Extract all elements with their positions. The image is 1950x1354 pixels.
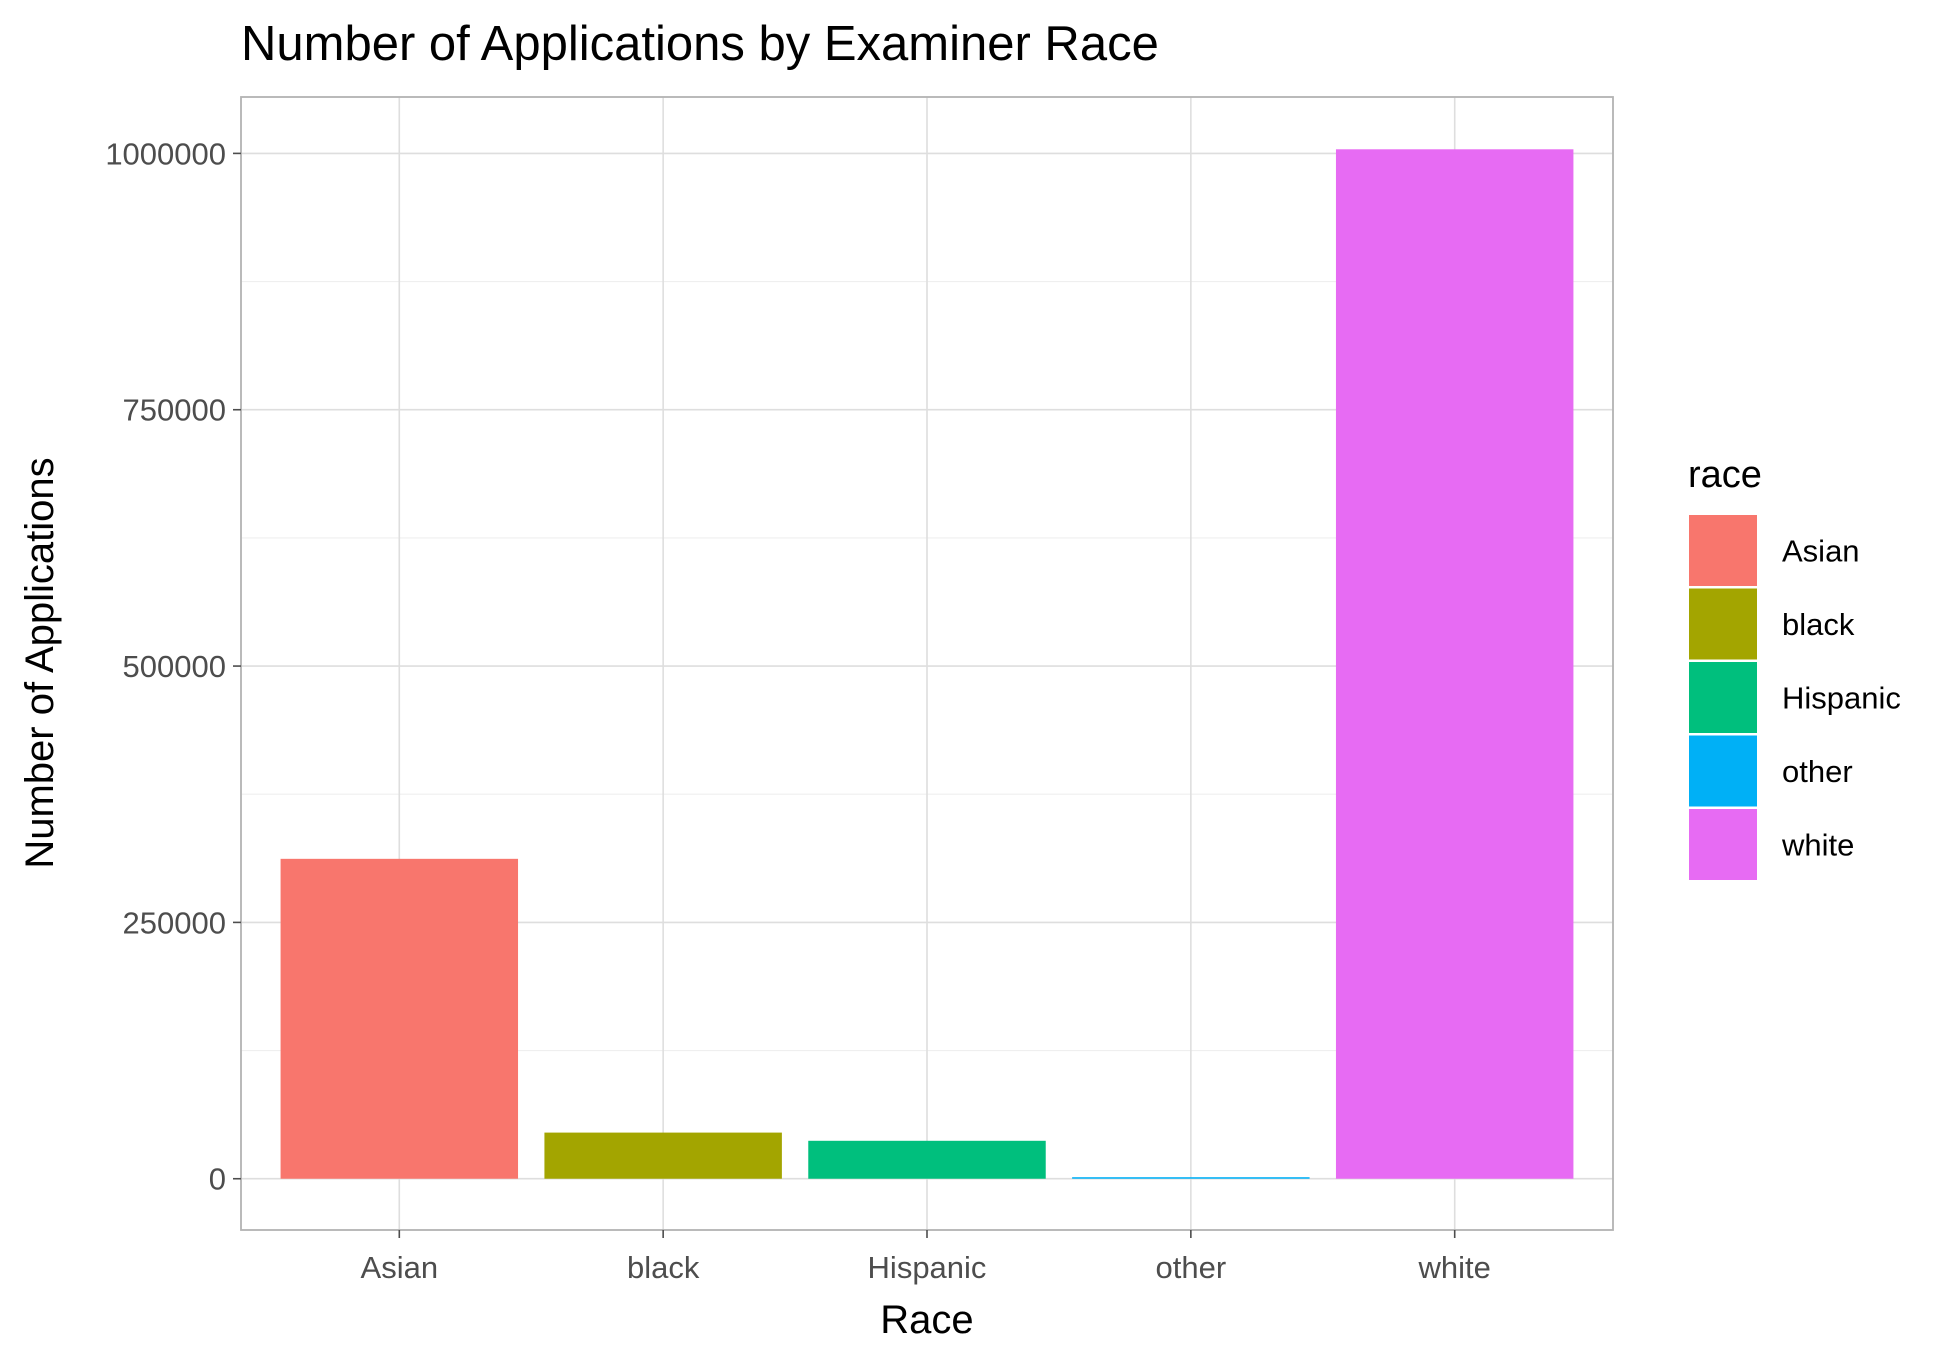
- legend-label: white: [1781, 828, 1854, 863]
- chart-title: Number of Applications by Examiner Race: [241, 17, 1159, 71]
- x-tick-label: black: [627, 1250, 700, 1285]
- x-axis: Asian black Hispanic other white: [361, 1230, 1491, 1285]
- y-axis-title: Number of Applications: [18, 457, 62, 868]
- y-tick-label: 750000: [123, 393, 226, 428]
- y-tick-label: 500000: [123, 649, 226, 684]
- x-tick-label: Hispanic: [868, 1250, 987, 1285]
- x-axis-title: Race: [880, 1298, 973, 1342]
- bar-other: [1072, 1177, 1310, 1179]
- bar-asian: [280, 858, 519, 1179]
- legend-key-other: [1689, 735, 1757, 807]
- legend: race Asian black Hispanic other white: [1688, 454, 1901, 880]
- y-tick-label: 1000000: [105, 136, 226, 171]
- legend-label: Asian: [1782, 534, 1860, 569]
- legend-items: Asian black Hispanic other white: [1689, 515, 1901, 880]
- legend-key-white: [1689, 809, 1757, 880]
- bar-hispanic: [808, 1140, 1046, 1179]
- legend-label: Hispanic: [1782, 681, 1901, 716]
- bar-black: [544, 1132, 782, 1179]
- x-tick-label: Asian: [361, 1250, 439, 1285]
- legend-title: race: [1688, 454, 1762, 496]
- x-tick-label: other: [1156, 1250, 1227, 1285]
- x-tick-label: white: [1418, 1250, 1491, 1285]
- bar-white: [1335, 149, 1574, 1179]
- y-axis: 0 250000 500000 750000 1000000: [105, 136, 241, 1197]
- y-tick-label: 250000: [123, 905, 226, 940]
- bars: [280, 149, 1574, 1179]
- legend-key-asian: [1689, 515, 1757, 586]
- legend-label: other: [1782, 754, 1853, 789]
- legend-key-hispanic: [1689, 662, 1757, 733]
- y-tick-label: 0: [209, 1162, 226, 1197]
- legend-label: black: [1782, 607, 1855, 642]
- legend-key-black: [1689, 588, 1757, 660]
